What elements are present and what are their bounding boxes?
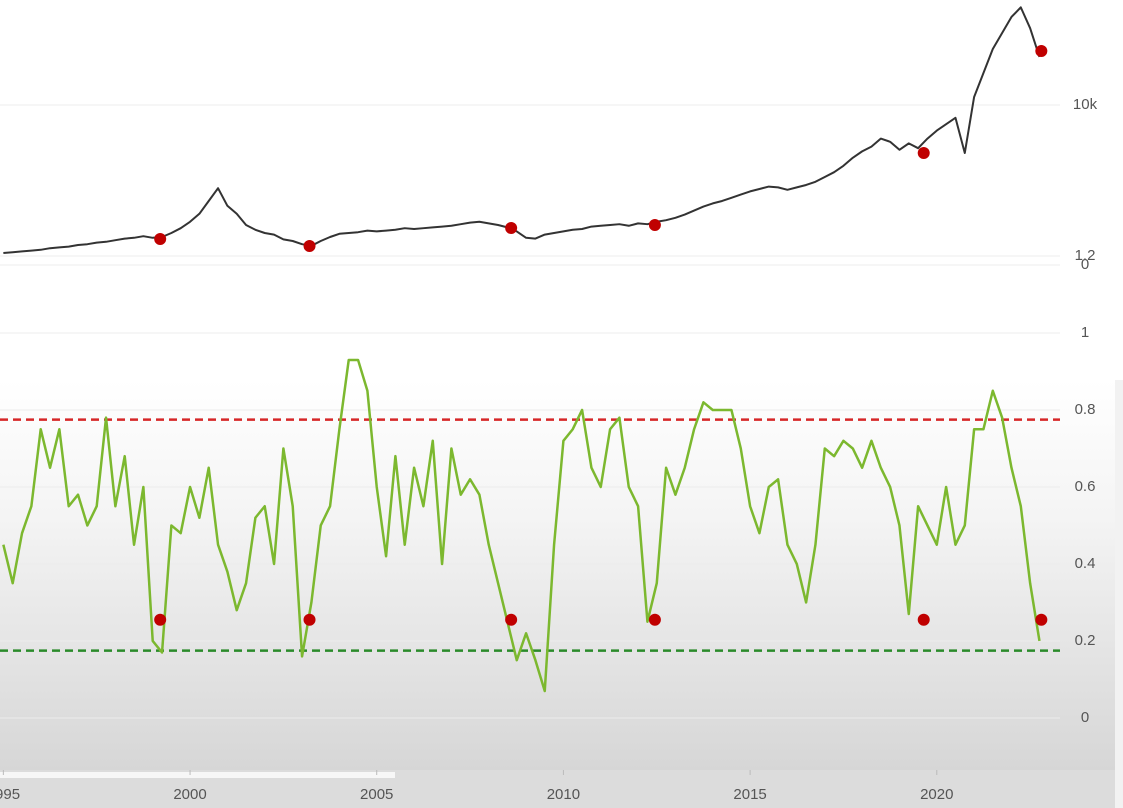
y-tick-label: 0.6 [1075, 478, 1096, 495]
lower-panel-background [0, 380, 1115, 772]
x-tick-label: 2010 [547, 786, 580, 803]
x-tick-label: 1995 [0, 786, 20, 803]
x-tick-label: 2005 [360, 786, 393, 803]
marker-dot [154, 232, 167, 245]
y-tick-label: 0.2 [1075, 632, 1096, 649]
marker-dot [505, 613, 518, 626]
x-tick-label: 2000 [173, 786, 206, 803]
y-tick-label: 0 [1081, 256, 1089, 273]
marker-dot [303, 239, 316, 252]
data-line [3, 6, 1041, 254]
y-tick-label: 0 [1081, 709, 1089, 726]
y-tick-label: 10k [1073, 96, 1098, 113]
marker-dot [917, 613, 930, 626]
y-tick-label: 1.2 [1075, 247, 1096, 264]
marker-dot [505, 222, 518, 235]
y-tick-label: 1 [1081, 324, 1089, 341]
marker-dot [917, 146, 930, 159]
plot-layer: 0 10k 0 0.2 0.4 0.6 0.8 1 1.2 1995 2000 2005 2010 201… [0, 6, 1098, 803]
marker-dot [1035, 613, 1048, 626]
marker-dot [303, 613, 316, 626]
marker-dot [154, 613, 167, 626]
x-tick-label: 2020 [920, 786, 953, 803]
y-tick-label: 0.4 [1075, 555, 1096, 572]
marker-dot [1035, 44, 1048, 57]
x-tick-label: 2015 [733, 786, 766, 803]
y-tick-label: 0.8 [1075, 401, 1096, 418]
marker-dot [648, 218, 661, 231]
scroll-thumb[interactable] [0, 772, 395, 778]
marker-dot [648, 613, 661, 626]
data-line [2, 358, 1041, 693]
right-edge [1115, 380, 1123, 808]
